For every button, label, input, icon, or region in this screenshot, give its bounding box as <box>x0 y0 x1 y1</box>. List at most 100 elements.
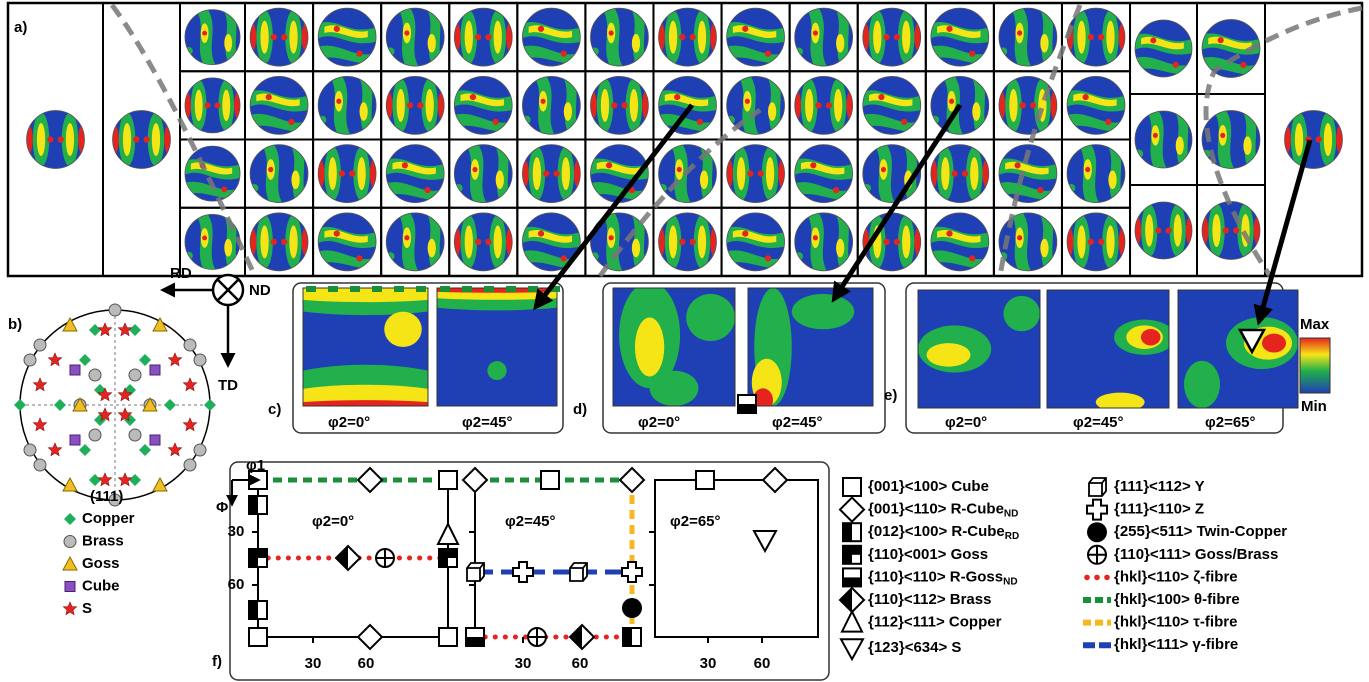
marker-s <box>62 601 78 616</box>
marker-brass <box>183 458 197 472</box>
legend-label: {111}<110> Z <box>1114 501 1204 518</box>
marker-s <box>117 387 133 402</box>
marker-s <box>117 407 133 422</box>
marker-brass <box>33 338 47 352</box>
odf-map <box>613 288 735 406</box>
pole-figure <box>111 109 173 171</box>
section-label: φ2=65° <box>1205 414 1256 431</box>
legend-subscript: RD <box>1005 531 1019 542</box>
sym-half <box>623 628 632 646</box>
fibre-mark <box>328 286 338 292</box>
legend-label: {112}<111> Copper <box>868 614 1002 631</box>
marker-s <box>97 322 113 337</box>
marker-copper <box>204 399 216 411</box>
contour <box>753 388 773 406</box>
pole-figure <box>793 74 855 136</box>
marker-s <box>117 472 133 487</box>
pole-figure <box>588 74 650 136</box>
pole-figure <box>725 211 787 273</box>
marker-s <box>47 352 63 367</box>
pole-figure <box>725 6 787 68</box>
pole-figure <box>384 143 446 205</box>
sym-twin <box>622 598 642 618</box>
marker-copper <box>79 444 91 456</box>
pole-figure <box>183 76 242 135</box>
legend-text: {hkl}<110> ζ-fibre <box>1114 568 1238 585</box>
legend-text: {001}<100> Cube <box>868 478 989 495</box>
marker-brass <box>63 535 77 548</box>
fibre-mark <box>528 286 538 292</box>
sym-s <box>752 530 778 554</box>
contour <box>649 370 699 406</box>
sym-cube <box>438 470 458 490</box>
marker-copper <box>139 444 151 456</box>
marker-brass <box>108 493 122 507</box>
legend-text: {110}<001> Goss <box>868 546 988 563</box>
legend-text: {123}<634> S <box>868 639 961 656</box>
pole-figure <box>384 211 446 273</box>
legend-label: Cube <box>82 577 120 594</box>
axis-label: TD <box>218 377 238 394</box>
sym-rcube <box>838 496 866 524</box>
marker-cube <box>69 434 81 446</box>
panel-label: e) <box>884 387 897 404</box>
legend-label: S <box>82 600 92 617</box>
legend-label: {012}<100> R-CubeRD <box>868 523 1019 542</box>
marker-brass <box>88 428 102 442</box>
contour <box>487 361 507 381</box>
marker-cube <box>64 581 76 592</box>
legend-text: {111}<110> Z <box>1114 501 1204 518</box>
sym-half <box>249 601 258 619</box>
fibre <box>1104 574 1110 581</box>
contour <box>303 400 428 406</box>
sym-copper <box>436 521 460 545</box>
marker-copper <box>164 399 176 411</box>
legend-subscript: ND <box>1004 508 1018 519</box>
pole-figure <box>316 211 378 273</box>
sym-gb <box>528 628 546 646</box>
fibre-mark <box>550 286 560 292</box>
euler-axes <box>226 474 261 507</box>
contour <box>384 311 422 347</box>
x-tick-label: 30 <box>305 655 322 672</box>
section-label: φ2=45° <box>505 513 556 530</box>
pole-figure <box>452 74 514 136</box>
pole-figure <box>861 74 923 136</box>
marker-copper <box>129 474 141 486</box>
sym-gb <box>1088 545 1106 564</box>
axis-label: φ1 <box>246 457 265 474</box>
section-label: φ2=45° <box>1073 414 1124 431</box>
legend-label: Copper <box>82 510 135 527</box>
pole-figure <box>248 143 310 205</box>
contour <box>791 293 855 330</box>
orientation-map-panel <box>229 461 830 681</box>
frame <box>654 479 819 638</box>
marker-goss <box>142 396 158 412</box>
marker-copper <box>89 474 101 486</box>
marker-s <box>167 442 183 457</box>
fibre-mark <box>306 286 316 292</box>
cell <box>1264 2 1363 277</box>
section-label: φ2=0° <box>328 414 370 431</box>
legend-text: {hkl}<111> γ-fibre <box>1114 636 1238 653</box>
fibre-mark <box>506 286 516 292</box>
odf-map <box>1178 290 1298 408</box>
fibre-mark <box>394 286 404 292</box>
section-label: φ2=0° <box>945 414 987 431</box>
legend-subscript: ND <box>1003 576 1017 587</box>
legend-label: {hkl}<111> γ-fibre <box>1114 636 1238 653</box>
marker-copper <box>129 324 141 336</box>
marker-copper <box>89 324 101 336</box>
legend-label: {hkl}<110> τ-fibre <box>1114 614 1237 631</box>
marker-s <box>182 377 198 392</box>
panel-label: b) <box>8 316 22 333</box>
arrows <box>533 103 1313 326</box>
trajectory <box>109 3 1363 278</box>
pole-figure <box>997 6 1059 68</box>
map-frame <box>1046 289 1170 409</box>
panel-label: d) <box>573 401 587 418</box>
marker-s <box>182 417 198 432</box>
pole-figure <box>997 74 1059 136</box>
sym-s <box>839 638 865 662</box>
